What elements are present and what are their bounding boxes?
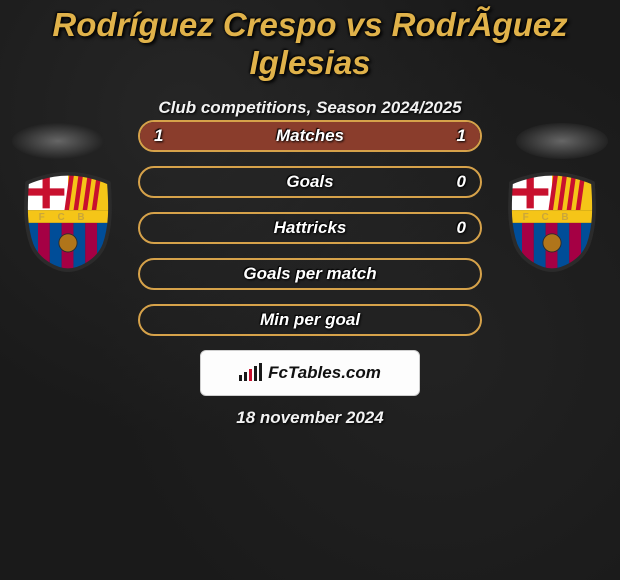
date-text: 18 november 2024 — [0, 408, 620, 428]
subtitle: Club competitions, Season 2024/2025 — [0, 98, 620, 118]
attribution-bar — [259, 363, 262, 381]
player-left-name: Rodríguez Crespo — [52, 6, 336, 43]
stat-value-left: 1 — [154, 126, 184, 146]
stat-value-right: 1 — [436, 126, 466, 146]
svg-text:FCB: FCB — [523, 212, 582, 223]
page-title: Rodríguez Crespo vs RodrÃ­guez Iglesias — [0, 0, 620, 82]
stat-row: Min per goal — [138, 304, 482, 336]
stat-label: Matches — [184, 126, 436, 146]
attribution-bar — [249, 369, 252, 381]
stat-row: 1Matches1 — [138, 120, 482, 152]
attribution-text: FcTables.com — [268, 363, 381, 383]
attribution-box: FcTables.com — [200, 350, 420, 396]
player-left-oval — [12, 123, 104, 159]
attribution-bars-icon — [239, 365, 262, 381]
svg-text:FCB: FCB — [39, 212, 98, 223]
attribution-bar — [254, 366, 257, 381]
stat-label: Goals — [184, 172, 436, 192]
attribution-bar — [244, 372, 247, 381]
stat-row: Goals0 — [138, 166, 482, 198]
stat-label: Goals per match — [184, 264, 436, 284]
stat-value-right: 0 — [436, 172, 466, 192]
club-crest-right: FCB — [502, 172, 602, 272]
stat-row: Goals per match — [138, 258, 482, 290]
stat-row: Hattricks0 — [138, 212, 482, 244]
vs-word: vs — [346, 6, 383, 43]
comparison-card: Rodríguez Crespo vs RodrÃ­guez Iglesias … — [0, 0, 620, 580]
stat-label: Min per goal — [184, 310, 436, 330]
stat-label: Hattricks — [184, 218, 436, 238]
club-crest-left: FCB — [18, 172, 118, 272]
attribution-bar — [239, 375, 242, 381]
stat-value-right: 0 — [436, 218, 466, 238]
player-right-oval — [516, 123, 608, 159]
stats-list: 1Matches1Goals0Hattricks0Goals per match… — [138, 120, 482, 350]
